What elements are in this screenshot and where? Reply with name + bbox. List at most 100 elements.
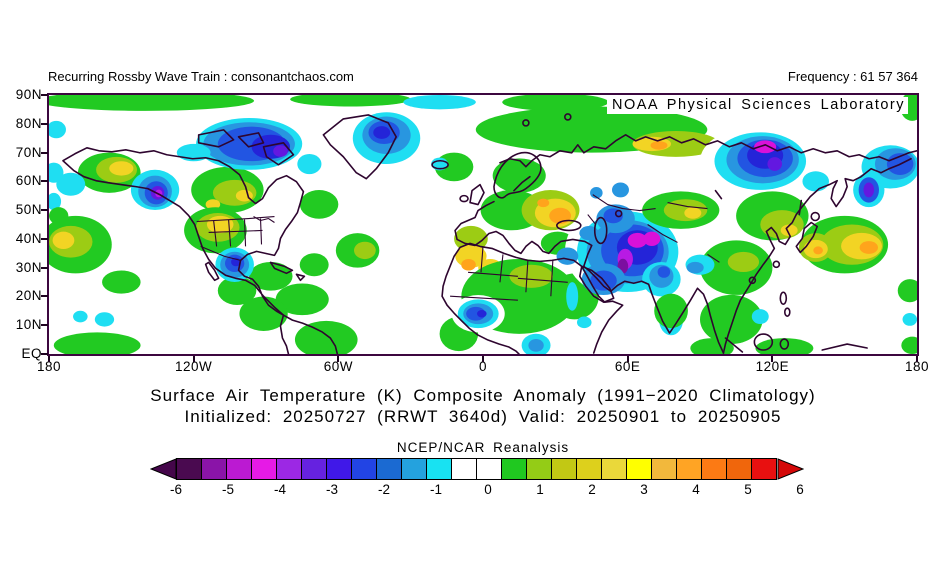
x-axis-tick (771, 356, 774, 362)
y-axis-label: 50N (15, 202, 42, 218)
x-axis-label: 180 (904, 359, 930, 374)
anomaly-blob (205, 199, 221, 210)
colorbar-cell (626, 458, 652, 480)
y-axis-label: 20N (15, 288, 42, 304)
coastline-sulawesi (779, 338, 790, 350)
anomaly-blob (537, 198, 550, 208)
y-axis-tick (41, 324, 48, 327)
anomaly-blob (297, 153, 322, 175)
coastline-mindanao (784, 307, 791, 317)
coastline-greenland (322, 114, 397, 180)
y-axis-tick (41, 180, 48, 183)
map-frame: NOAA Physical Sciences Laboratory (47, 93, 919, 356)
anomaly-blob (802, 171, 830, 192)
colorbar-tick-label: -3 (325, 482, 338, 497)
noaa-watermark: NOAA Physical Sciences Laboratory (606, 97, 908, 114)
y-axis-tick (41, 266, 48, 269)
coastline-japan (795, 221, 819, 254)
y-axis-label: 90N (15, 87, 42, 102)
coastline-siberia-north (499, 134, 917, 168)
colorbar-tick-label: 1 (536, 482, 544, 497)
colorbar-cell (601, 458, 627, 480)
anomaly-blob (579, 225, 599, 241)
colorbar-cell (726, 458, 752, 480)
anomaly-blob (299, 253, 329, 277)
colorbar-cell (676, 458, 702, 480)
anomaly-blob (49, 95, 254, 111)
anomaly-blob (549, 207, 571, 224)
colorbar-tick-label: -1 (429, 482, 442, 497)
coastline-black-sea (556, 219, 582, 232)
anomaly-blob (403, 95, 476, 110)
x-axis-tick (916, 356, 918, 362)
y-axis-tick (41, 122, 48, 125)
y-axis-label: 30N (15, 259, 42, 275)
y-axis-label: 10N (15, 317, 42, 333)
asia-country-borders (587, 194, 720, 263)
anomaly-blob (94, 312, 115, 327)
coastline-scandinavia (493, 151, 542, 199)
coastline-britain (469, 183, 485, 206)
coastline-cuba (269, 261, 294, 275)
anomaly-blob (566, 282, 579, 311)
x-axis-label: 120W (175, 359, 213, 374)
colorbar-tick-label: 0 (484, 482, 492, 497)
credit-text: Recurring Rossby Wave Train : consonantc… (48, 69, 354, 84)
anomaly-blob (780, 224, 798, 237)
anomaly-blob (353, 241, 376, 260)
colorbar-cell (501, 458, 527, 480)
anomaly-blob (859, 241, 878, 254)
colorbar-cells (176, 458, 777, 480)
coastline-sakhalin (798, 199, 803, 216)
anomaly-blob (863, 182, 875, 198)
anomaly-blob (290, 95, 411, 107)
anomaly-blob (528, 338, 544, 352)
colorbar-cell (551, 458, 577, 480)
colorbar-label: NCEP/NCAR Reanalysis (396, 440, 570, 455)
y-axis-tick (41, 353, 48, 355)
anomaly-blob (902, 313, 917, 326)
colorbar-cell (176, 458, 202, 480)
anomaly-blob (478, 330, 503, 354)
x-axis-tick (48, 356, 50, 362)
anomaly-blob (56, 172, 86, 196)
x-axis-tick (482, 356, 484, 362)
colorbar-cell (751, 458, 777, 480)
colorbar-cell (651, 458, 677, 480)
anomaly-blob (109, 161, 134, 176)
y-axis-label: 60N (15, 173, 42, 189)
colorbar-tick-label: -4 (273, 482, 286, 497)
colorbar-cell (251, 458, 277, 480)
colorbar-tick-label: 6 (796, 482, 804, 497)
coastline-arabia (578, 265, 615, 303)
colorbar-tick-label: -6 (169, 482, 182, 497)
anomaly-blob (49, 162, 64, 183)
colorbar-cell (426, 458, 452, 480)
coastline-north-america (62, 146, 305, 316)
y-axis-label: 70N (15, 144, 42, 160)
coastline-europe-med (454, 200, 593, 268)
anomaly-blob (727, 251, 760, 273)
anomaly-blob (603, 208, 623, 224)
colorbar (150, 458, 804, 480)
anomaly-blob (373, 126, 391, 139)
anomaly-blob (73, 310, 88, 323)
coastline-borneo (753, 333, 774, 351)
y-axis-label: EQ (21, 346, 42, 361)
anomaly-blob (454, 225, 488, 252)
coastline-iceland (431, 159, 449, 170)
anomaly-blob (767, 157, 783, 171)
coastline-layer (62, 113, 917, 354)
colorbar-cell (701, 458, 727, 480)
anomaly-blob (751, 309, 769, 325)
coastline-ireland (459, 194, 469, 203)
y-axis-tick (41, 151, 48, 154)
colorbar-left-arrow (150, 458, 177, 480)
colorbar-cell (226, 458, 252, 480)
coastline-baja (204, 261, 220, 282)
great-lakes (253, 216, 275, 223)
anomaly-blob (650, 141, 668, 150)
x-axis-tick (192, 356, 195, 362)
colorbar-cell (576, 458, 602, 480)
